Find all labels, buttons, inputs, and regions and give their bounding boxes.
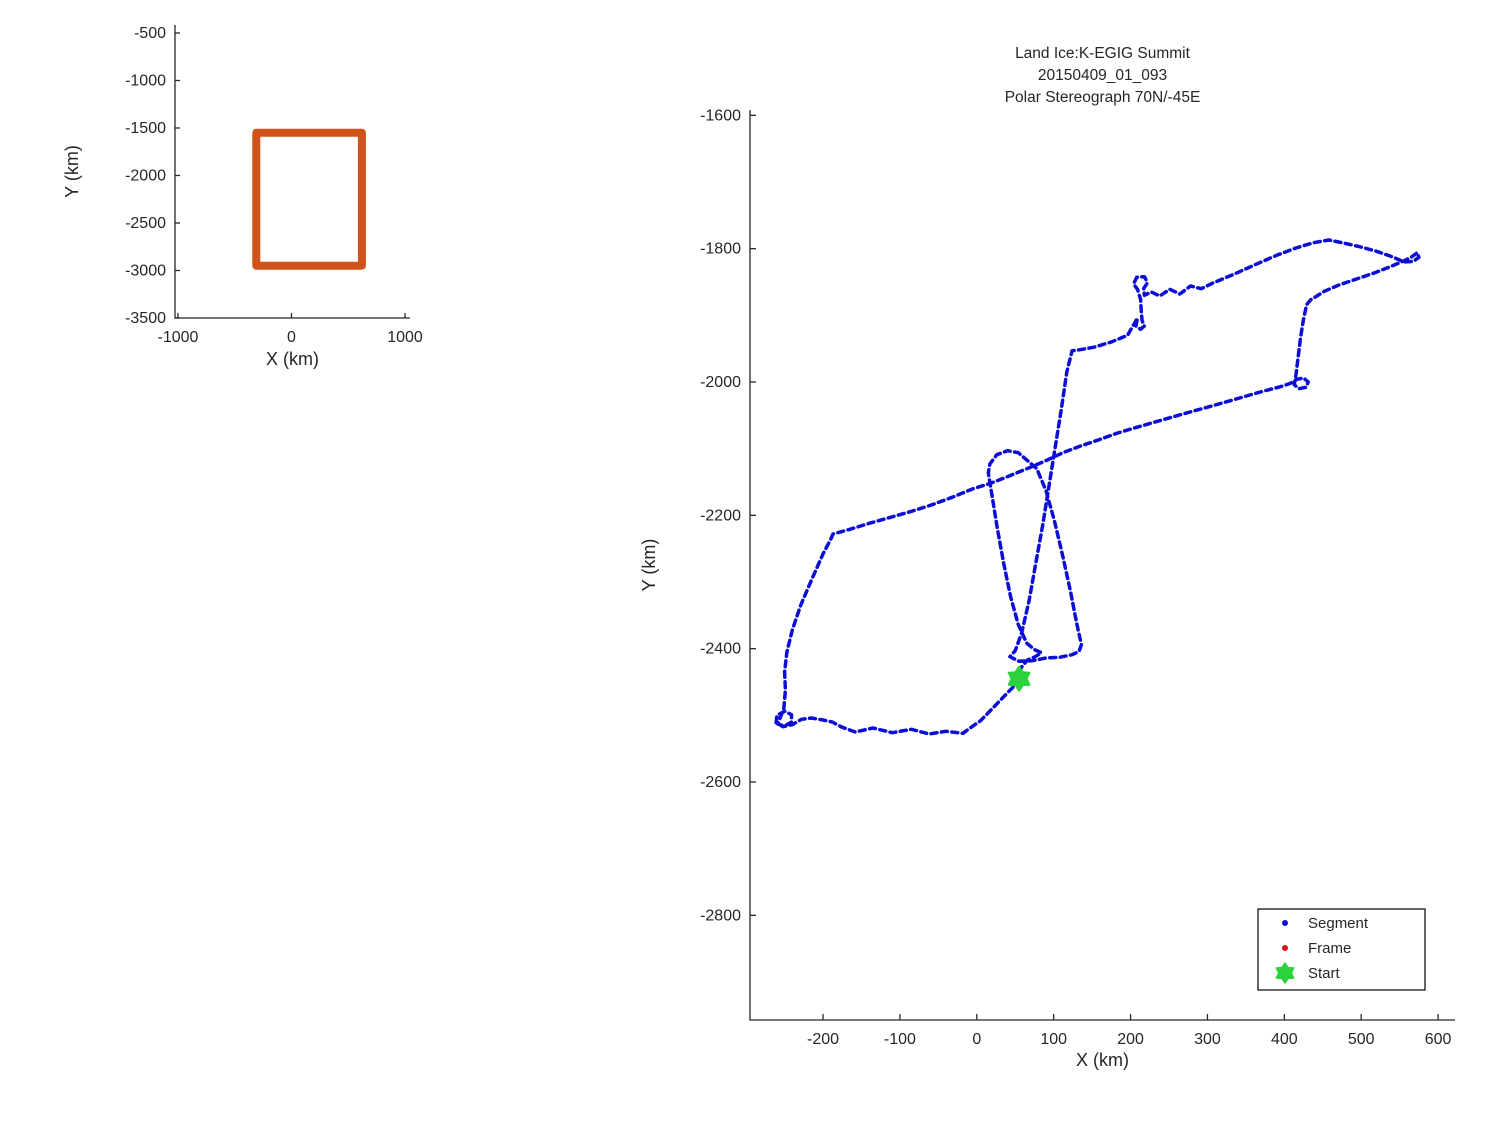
y-tick-label: -2800 [700,907,741,924]
y-tick-label: -2000 [700,374,741,391]
y-tick-label: -2400 [700,641,741,658]
legend-marker-frame-dot-icon [1282,945,1288,951]
axis-lines [749,110,1455,1021]
legend-label-segment: Segment [1308,915,1369,932]
x-axis-label: X (km) [1076,1050,1129,1070]
legend-marker-start-star-icon [1275,962,1295,984]
x-tick-label: -1000 [157,329,198,346]
x-tick-label: 400 [1271,1031,1298,1048]
legend-label-frame: Frame [1308,940,1351,957]
series-segment [774,238,1421,736]
x-tick-label: -200 [807,1031,839,1048]
x-tick-label: -100 [884,1031,916,1048]
legend-label-start: Start [1308,965,1341,982]
x-tick-label: 1000 [387,329,423,346]
x-tick-label: 200 [1117,1031,1144,1048]
y-axis-label: Y (km) [639,539,659,592]
y-tick-label: -2000 [125,167,166,184]
y-tick-label: -2600 [700,774,741,791]
y-tick-label: -2200 [700,507,741,524]
chart-title-line: 20150409_01_093 [1038,67,1167,84]
overview-chart: -1000 0 1000 -500 -1000 -1500 -2000 -2500 -3000 -… [62,25,423,369]
y-tick-label: -1800 [700,241,741,258]
y-tick-label: -500 [134,25,166,42]
x-tick-label: 0 [287,329,296,346]
chart-title-line: Land Ice:K-EGIG Summit [1015,45,1191,62]
y-tick-label: -1600 [700,107,741,124]
x-tick-label: 600 [1425,1031,1452,1048]
y-tick-label: -2500 [125,215,166,232]
legend: Segment Frame Start [1257,908,1426,991]
series-coverage-extent-box [252,128,366,270]
start-marker [1007,665,1031,692]
chart-title-line: Polar Stereograph 70N/-45E [1005,89,1201,106]
legend-marker-segment-dot-icon [1282,920,1288,926]
x-tick-label: 100 [1040,1031,1067,1048]
y-tick-label: -3000 [125,262,166,279]
x-tick-label: 0 [972,1031,981,1048]
main-chart: -200 -100 0 100 200 300 400 500 600 -1600 -1800 -20… [639,45,1455,1070]
y-tick-label: -1500 [125,120,166,137]
x-tick-label: 500 [1348,1031,1375,1048]
x-axis-label: X (km) [266,349,319,369]
y-tick-label: -3500 [125,310,166,327]
x-tick-label: 300 [1194,1031,1221,1048]
y-axis-label: Y (km) [62,145,82,198]
y-tick-label: -1000 [125,72,166,89]
